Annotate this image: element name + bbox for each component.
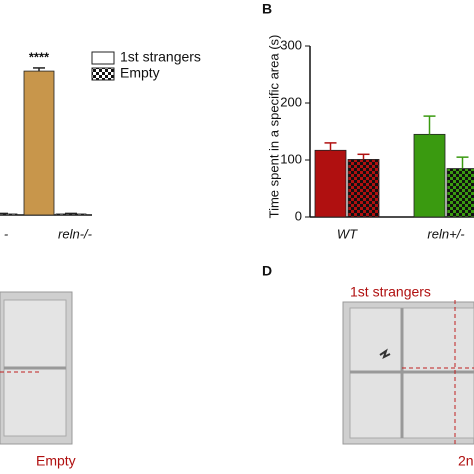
y-axis-label: Time spent in a specific area (s): [266, 35, 281, 219]
photo-label: 2n: [458, 453, 474, 469]
legend-swatch: [91, 67, 115, 81]
legend-label: 1st strangers: [120, 49, 201, 65]
x-tick-label: WT: [337, 226, 358, 241]
x-tick-label: reln-/-: [58, 226, 93, 241]
x-tick-label: -: [4, 226, 9, 241]
bar: [23, 70, 55, 216]
photo-d: D 1st strangers 2n: [262, 263, 474, 469]
y-tick-label: 0: [295, 208, 302, 223]
y-tick-label: 300: [280, 37, 302, 52]
legend-label: Empty: [120, 65, 160, 81]
photo-c: Empty: [0, 291, 76, 469]
bar: [314, 149, 347, 218]
y-tick-label: 200: [280, 94, 302, 109]
annotation: ****: [29, 49, 50, 64]
legend-swatch: [91, 51, 115, 65]
x-tick-label: reln+/-: [427, 226, 465, 241]
y-tick-label: 100: [280, 151, 302, 166]
panel-label: D: [262, 263, 272, 279]
bar: [446, 168, 474, 218]
photo-label: 1st strangers: [350, 284, 431, 300]
photo-label: Empty: [36, 453, 76, 469]
bar: [347, 159, 380, 218]
bar: [413, 133, 446, 218]
panel-label: B: [262, 1, 272, 17]
